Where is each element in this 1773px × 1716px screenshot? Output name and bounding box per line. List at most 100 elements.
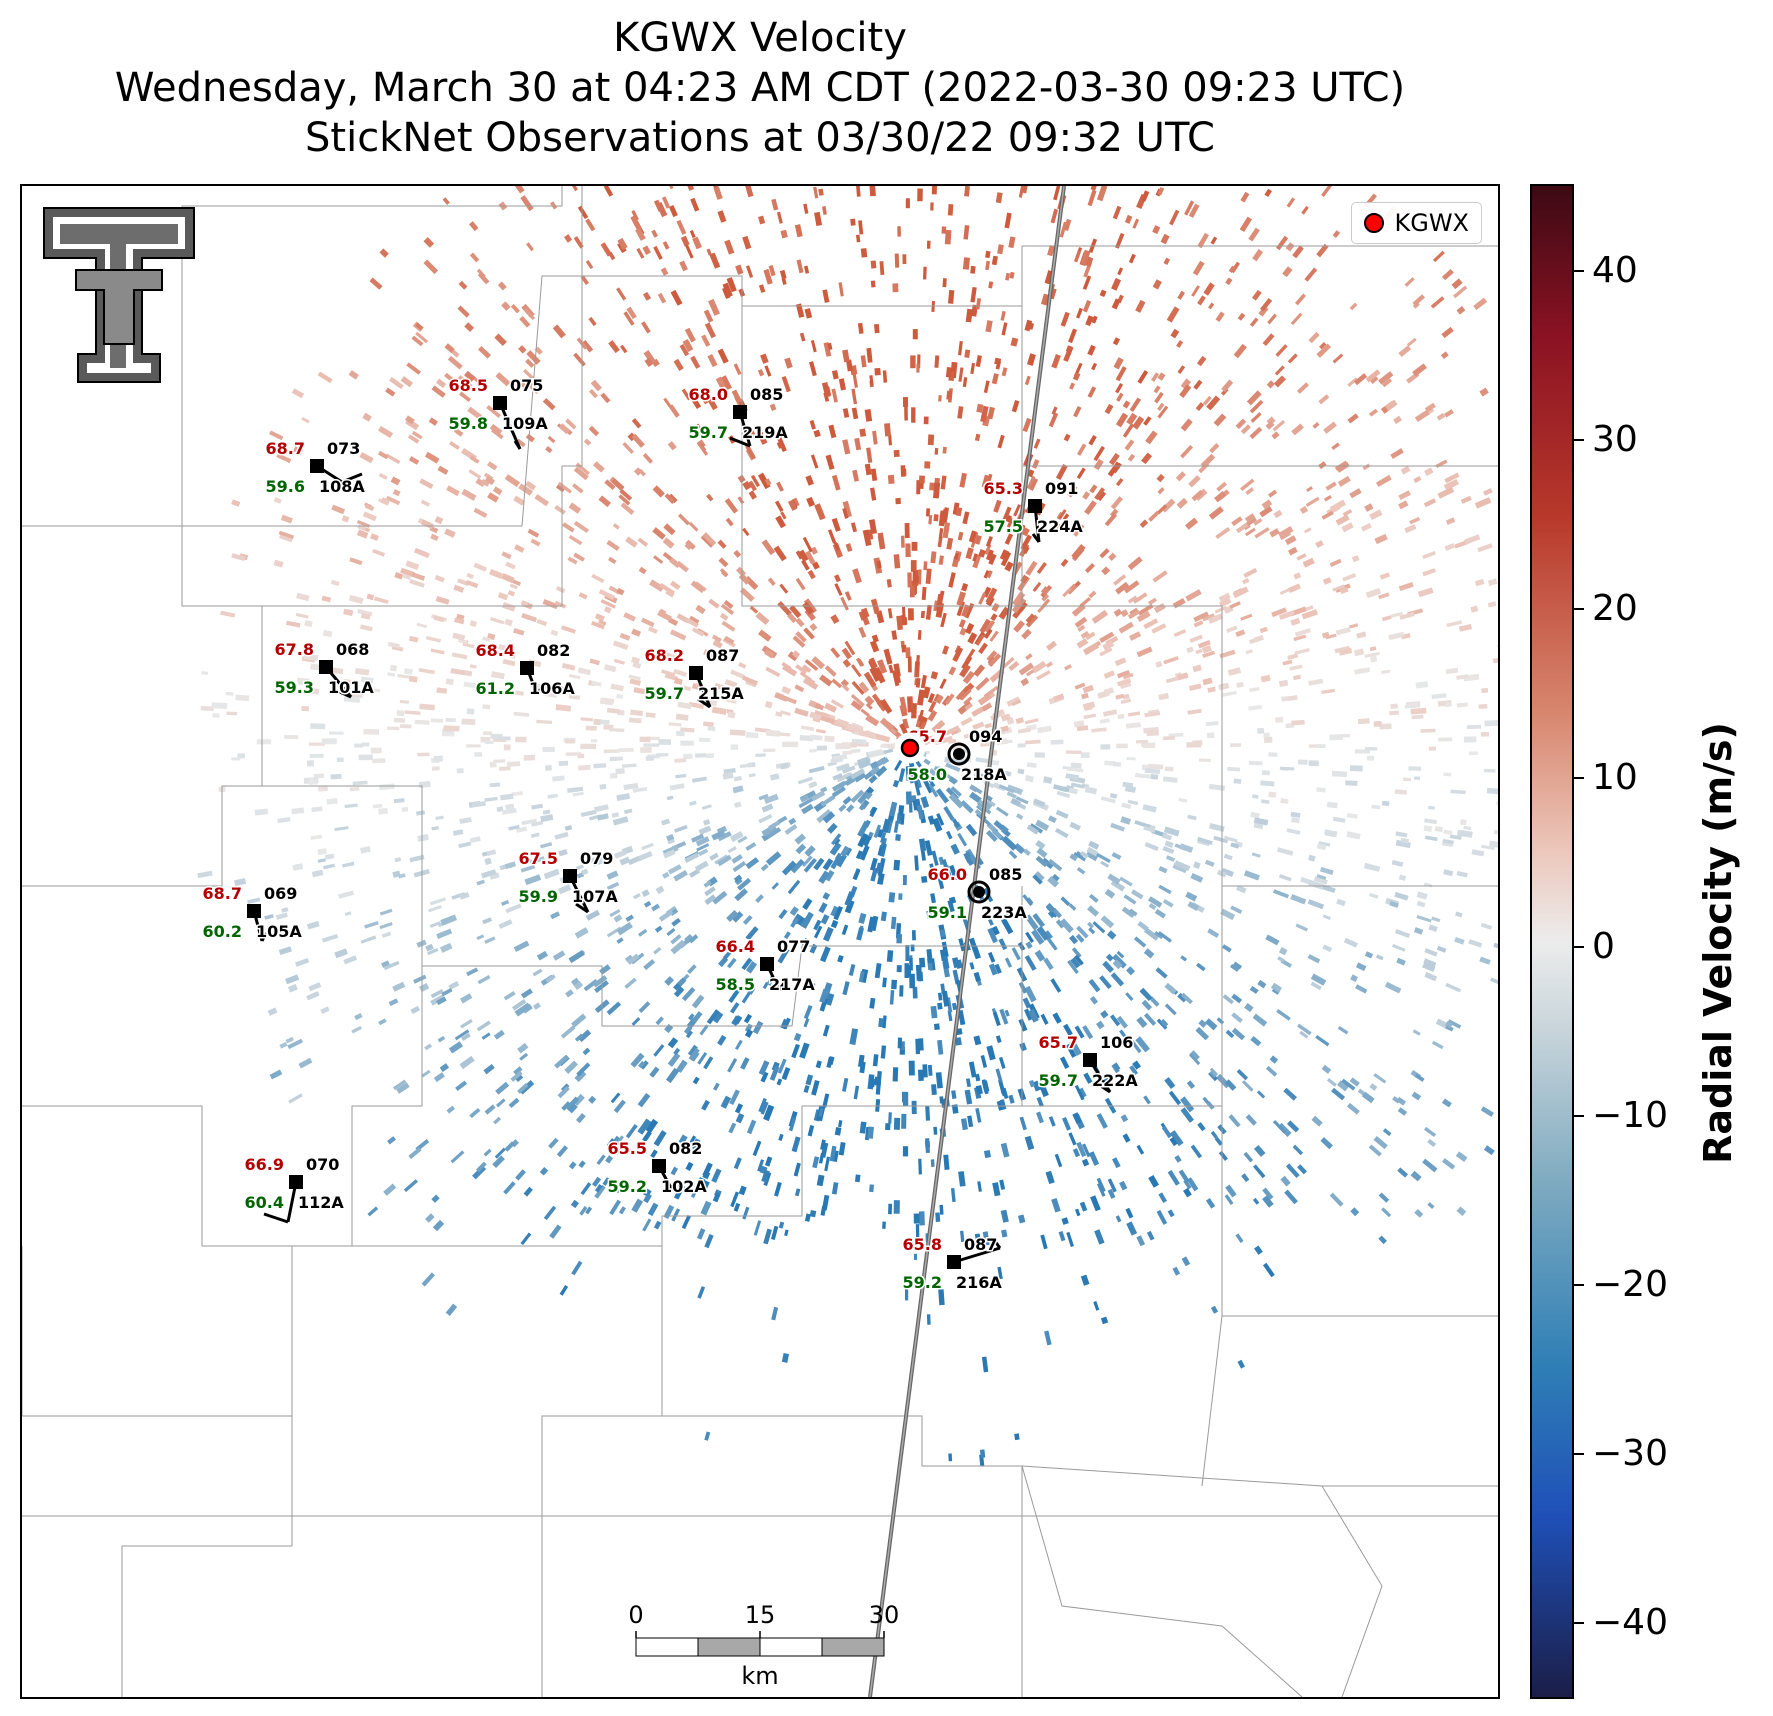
station-probe-id: 102A xyxy=(661,1177,707,1196)
station-probe-id: 217A xyxy=(769,975,815,994)
station-temperature: 67.8 xyxy=(275,640,314,659)
station-marker-icon xyxy=(973,886,985,898)
station-probe-id: 215A xyxy=(698,684,744,703)
station-wind-direction: 069 xyxy=(264,884,297,903)
colorbar-tick-mark xyxy=(1574,1284,1584,1286)
station-dewpoint: 59.7 xyxy=(689,423,728,442)
station-temperature: 67.5 xyxy=(519,849,558,868)
station-plot[interactable]: 68.5 075 59.8 109A xyxy=(447,375,550,450)
station-plot[interactable]: 66.9 070 60.4 112A xyxy=(243,1154,346,1224)
station-temperature: 66.4 xyxy=(716,937,755,956)
station-wind-direction: 087 xyxy=(964,1235,997,1254)
station-plot[interactable]: 67.5 079 59.9 107A xyxy=(517,848,620,914)
station-dewpoint: 60.2 xyxy=(203,922,242,941)
station-wind-direction: 091 xyxy=(1045,479,1078,498)
station-marker-icon xyxy=(1028,499,1042,513)
colorbar-tick-mark xyxy=(1574,1115,1584,1117)
station-wind-direction: 070 xyxy=(306,1155,339,1174)
map-title: KGWX Velocity xyxy=(613,15,907,61)
velocity-field xyxy=(197,186,1498,1466)
radar-map[interactable]: 68.5 075 59.8 109A 68.0 085 59.7 219A 68.7 073 59.… xyxy=(20,184,1500,1699)
station-dewpoint: 59.7 xyxy=(1039,1071,1078,1090)
station-probe-id: 219A xyxy=(742,423,788,442)
station-wind-direction: 073 xyxy=(327,439,360,458)
station-marker-icon xyxy=(733,405,747,419)
wind-barb-flag xyxy=(669,1179,679,1189)
velocity-colorbar xyxy=(1530,184,1574,1699)
station-wind-direction: 075 xyxy=(510,376,543,395)
station-wind-direction: 087 xyxy=(706,646,739,665)
station-probe-id: 106A xyxy=(529,679,575,698)
station-wind-direction: 085 xyxy=(989,865,1022,884)
station-probe-id: 108A xyxy=(319,477,365,496)
station-temperature: 65.7 xyxy=(1039,1033,1078,1052)
legend-label: KGWX xyxy=(1394,209,1469,237)
station-plot[interactable]: 68.4 082 61.2 106A xyxy=(474,640,577,700)
station-plot[interactable]: 68.0 085 59.7 219A xyxy=(687,384,790,448)
station-temperature: 68.4 xyxy=(476,641,515,660)
station-plot[interactable]: 66.0 085 59.1 223A xyxy=(926,864,1029,924)
wind-barb-flag xyxy=(332,687,352,699)
wind-barb-flag xyxy=(697,697,711,709)
station-temperature: 66.0 xyxy=(928,865,967,884)
wind-barb-flag xyxy=(341,472,363,484)
station-marker-icon xyxy=(953,748,965,760)
station-dewpoint: 61.2 xyxy=(476,679,515,698)
station-dewpoint: 60.4 xyxy=(245,1193,284,1212)
scale-unit: km xyxy=(741,1662,778,1690)
station-temperature: 68.5 xyxy=(449,376,488,395)
station-plot[interactable]: 65.5 082 59.2 102A xyxy=(606,1138,709,1198)
station-plot[interactable]: 65.8 087 59.2 216A xyxy=(901,1234,1004,1294)
colorbar-tick-label: 20 xyxy=(1592,588,1638,629)
station-plot[interactable]: 67.8 068 59.3 101A xyxy=(273,639,376,699)
station-dewpoint: 59.6 xyxy=(266,477,305,496)
scale-tick-15: 15 xyxy=(745,1601,776,1629)
station-temperature: 65.5 xyxy=(608,1139,647,1158)
scale-tick-0: 0 xyxy=(628,1601,643,1629)
colorbar-tick-label: −10 xyxy=(1592,1095,1668,1136)
station-temperature: 68.7 xyxy=(266,439,305,458)
station-dewpoint: 59.8 xyxy=(449,414,488,433)
colorbar-tick-label: 0 xyxy=(1592,926,1615,967)
colorbar-tick-mark xyxy=(1574,270,1584,272)
radar-legend: KGWX xyxy=(1351,202,1482,244)
wind-barb-flag xyxy=(1031,533,1041,543)
wind-barb-shaft xyxy=(953,1246,1001,1264)
station-marker-icon xyxy=(689,666,703,680)
station-probe-id: 224A xyxy=(1037,517,1083,536)
colorbar-tick-mark xyxy=(1574,439,1584,441)
county-boundaries xyxy=(22,186,1498,1697)
wind-barb-flag xyxy=(777,981,787,991)
colorbar-tick-mark xyxy=(1574,1622,1584,1624)
station-probe-id: 218A xyxy=(961,765,1007,784)
station-plot[interactable]: 65.7 106 59.7 222A xyxy=(1037,1032,1140,1094)
station-plot[interactable]: 68.2 087 59.7 215A xyxy=(643,645,746,709)
map-observation-time: StickNet Observations at 03/30/22 09:32 … xyxy=(305,115,1215,161)
station-dewpoint: 57.5 xyxy=(984,517,1023,536)
station-dewpoint: 59.7 xyxy=(645,684,684,703)
station-plot[interactable]: 66.4 077 58.5 217A xyxy=(714,936,817,996)
station-probe-id: 101A xyxy=(328,678,374,697)
station-wind-direction: 082 xyxy=(669,1139,702,1158)
station-plot[interactable]: 68.7 073 59.6 108A xyxy=(264,438,367,498)
station-plot[interactable]: 65.3 091 57.5 224A xyxy=(982,478,1085,543)
calm-wind-circle-icon xyxy=(967,880,991,904)
wind-barb-flag xyxy=(263,1212,289,1224)
calm-wind-circle-icon xyxy=(947,742,971,766)
station-temperature: 65.3 xyxy=(984,479,1023,498)
station-marker-icon xyxy=(319,660,333,674)
sticknet-stations: 68.5 075 59.8 109A 68.0 085 59.7 219A 68.7 073 59.… xyxy=(201,375,1140,1294)
station-marker-icon xyxy=(310,459,324,473)
radar-site-marker[interactable] xyxy=(894,732,926,764)
station-plot[interactable]: 68.7 069 60.2 105A xyxy=(201,883,304,943)
scale-bar: 0 15 30 km xyxy=(628,1601,899,1690)
station-dewpoint: 59.2 xyxy=(608,1177,647,1196)
wind-barb-flag xyxy=(1097,1082,1111,1094)
station-marker-icon xyxy=(1083,1053,1097,1067)
station-marker-icon xyxy=(520,661,534,675)
station-marker-icon xyxy=(247,904,261,918)
colorbar-tick-label: −40 xyxy=(1592,1602,1668,1643)
station-probe-id: 223A xyxy=(981,903,1027,922)
station-wind-direction: 106 xyxy=(1100,1033,1133,1052)
station-marker-icon xyxy=(289,1175,303,1189)
